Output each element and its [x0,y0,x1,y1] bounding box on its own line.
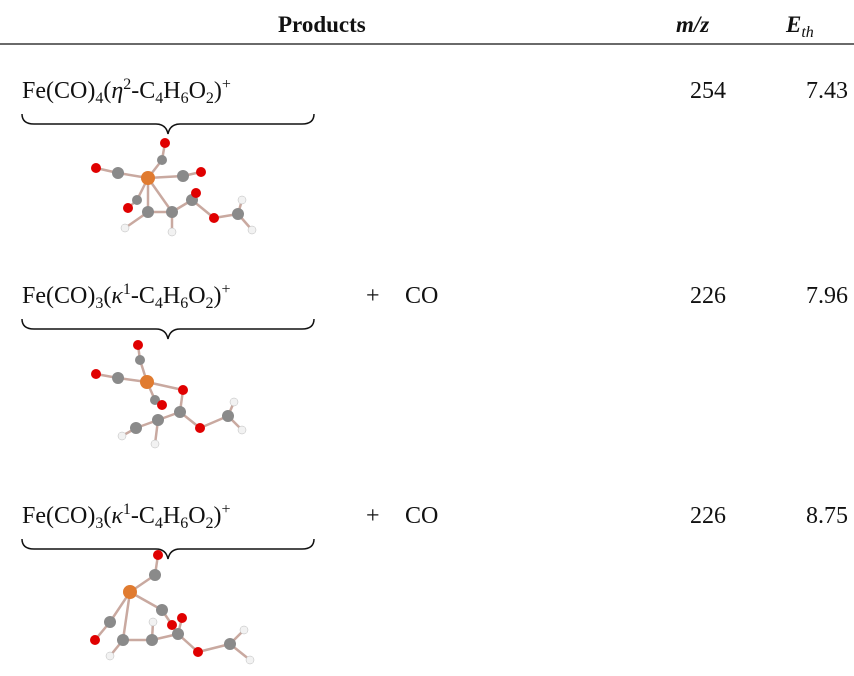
atom [149,618,157,626]
atom [90,635,100,645]
atom [146,634,158,646]
atom [104,616,116,628]
molecule [0,0,854,676]
atom [193,647,203,657]
atom [177,613,187,623]
underbrace [22,539,314,559]
atom [167,620,177,630]
atom [106,652,114,660]
atom [117,634,129,646]
atom [240,626,248,634]
table-page: Products m/z Eth Fe(CO)4(η2-C4H6O2)+2547… [0,0,854,676]
atom [153,550,163,560]
atom [156,604,168,616]
atom [246,656,254,664]
atom [224,638,236,650]
atom [149,569,161,581]
atom [172,628,184,640]
atom [123,585,137,599]
